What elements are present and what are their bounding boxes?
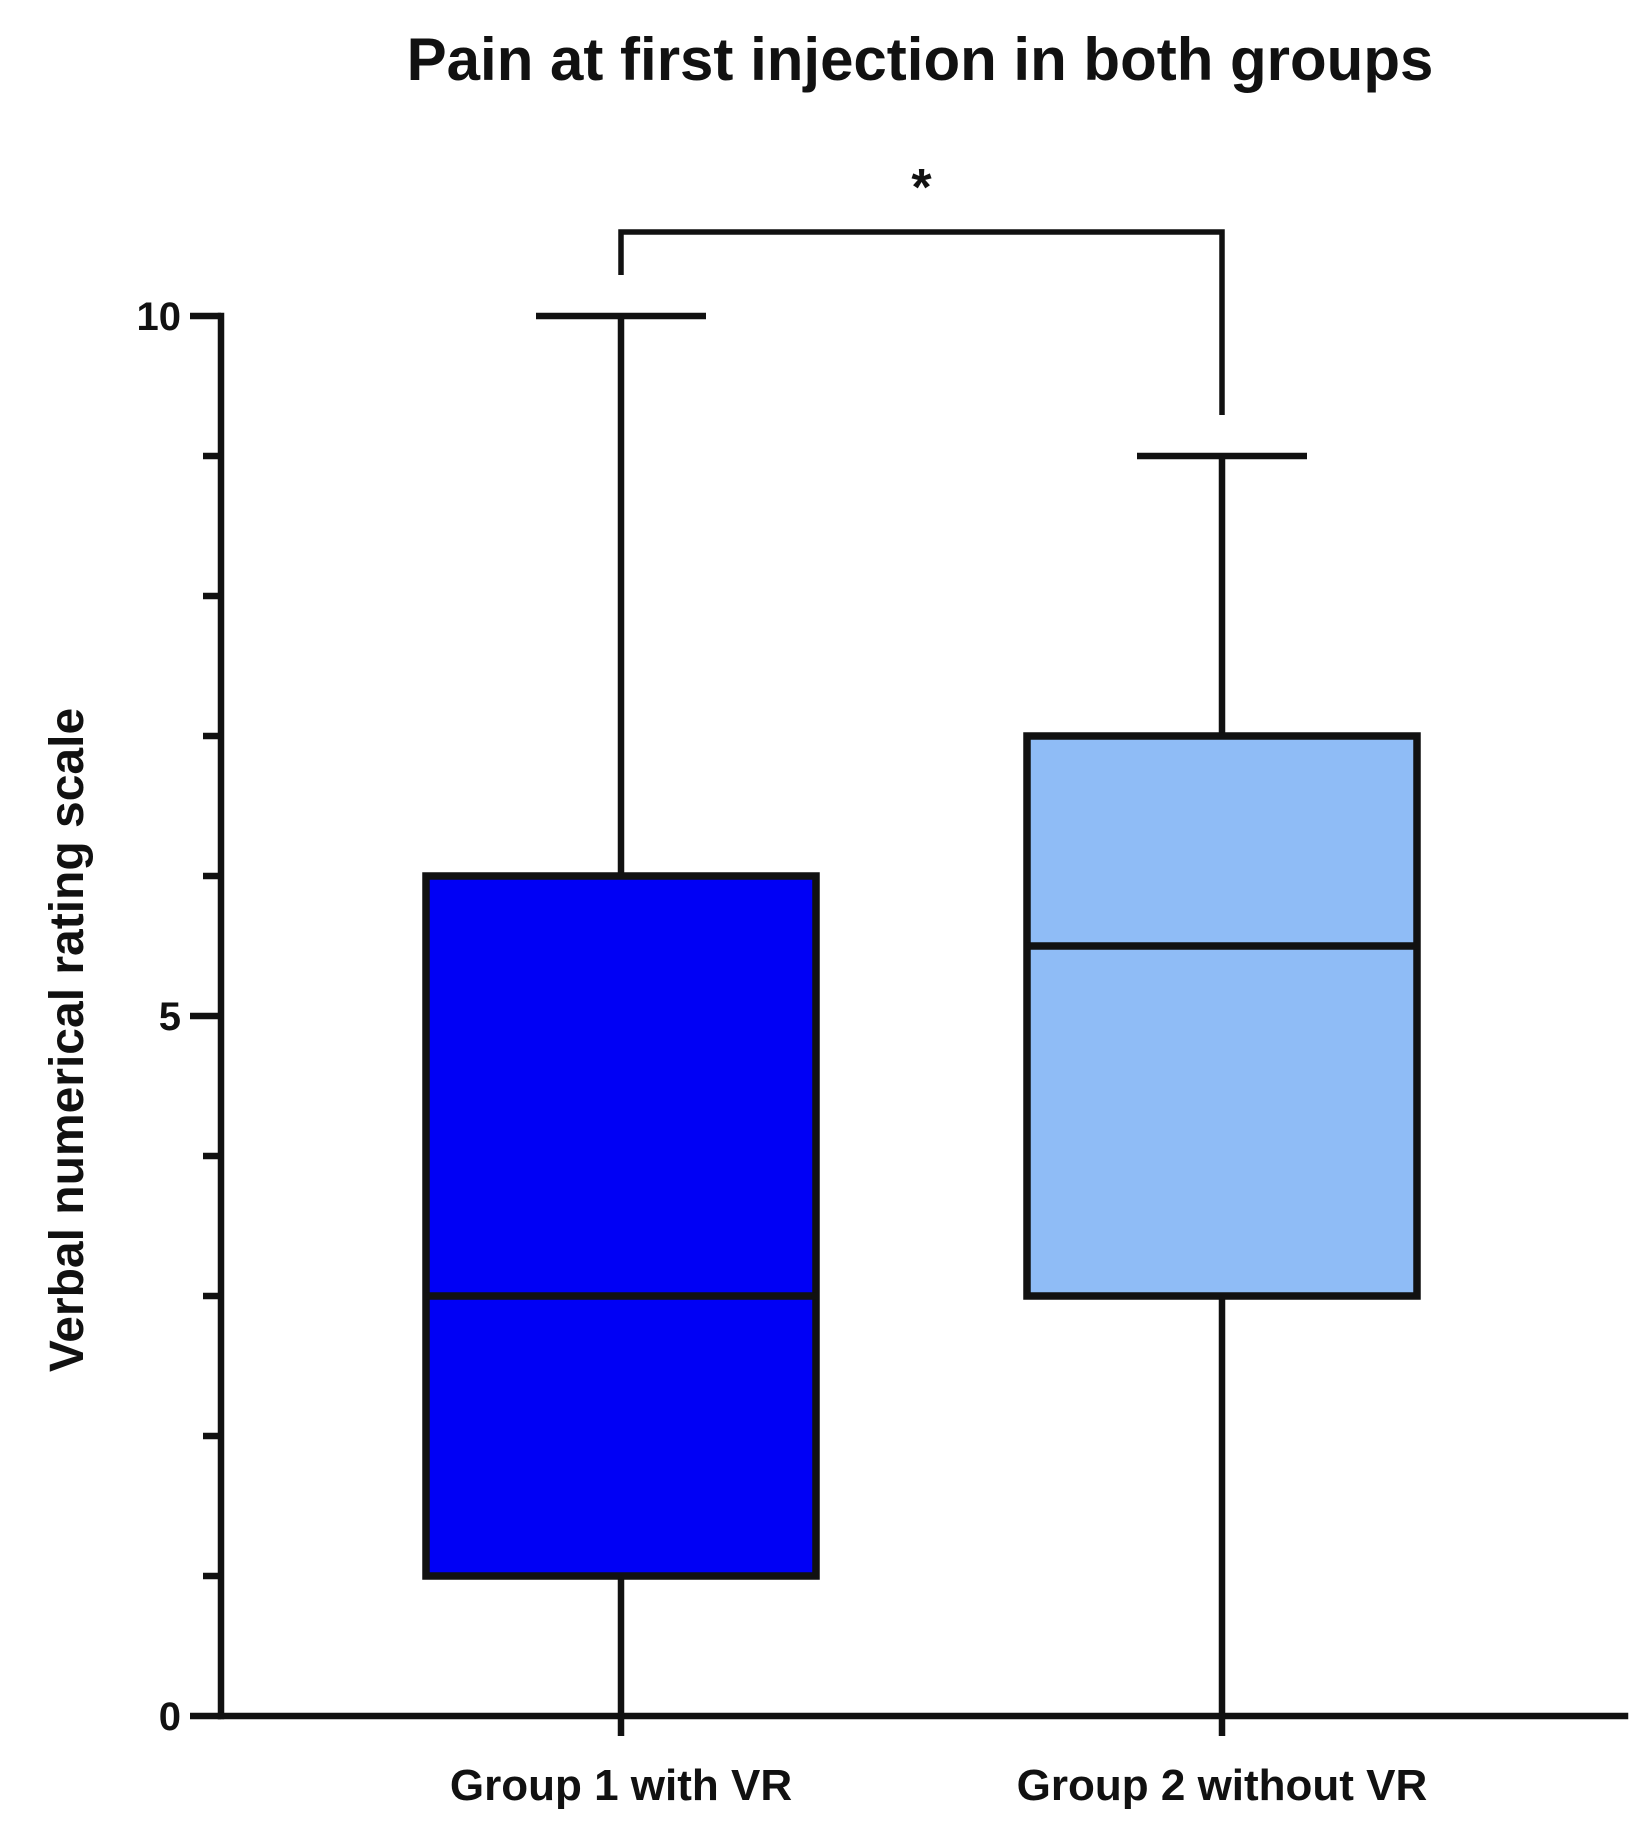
box-group	[1023, 452, 1421, 1716]
box-iqr	[1023, 732, 1421, 1300]
significance-bracket	[618, 229, 1225, 415]
y-tick-label: 0	[159, 1695, 181, 1739]
box-iqr	[422, 872, 820, 1580]
significance-marker: *	[911, 159, 932, 217]
x-category-label: Group 2 without VR	[1017, 1761, 1428, 1810]
boxes	[422, 312, 1421, 1716]
chart-title: Pain at first injection in both groups	[407, 26, 1434, 93]
box-group	[422, 312, 820, 1716]
y-tick-label: 10	[137, 295, 182, 339]
y-axis-label: Verbal numerical rating scale	[41, 708, 94, 1372]
y-tick-label: 5	[159, 995, 181, 1039]
axes: 0 5 10 Group 1 with VR Group 2 without VR	[137, 295, 1629, 1810]
x-category-label: Group 1 with VR	[450, 1761, 792, 1810]
annotations: *	[618, 159, 1225, 415]
